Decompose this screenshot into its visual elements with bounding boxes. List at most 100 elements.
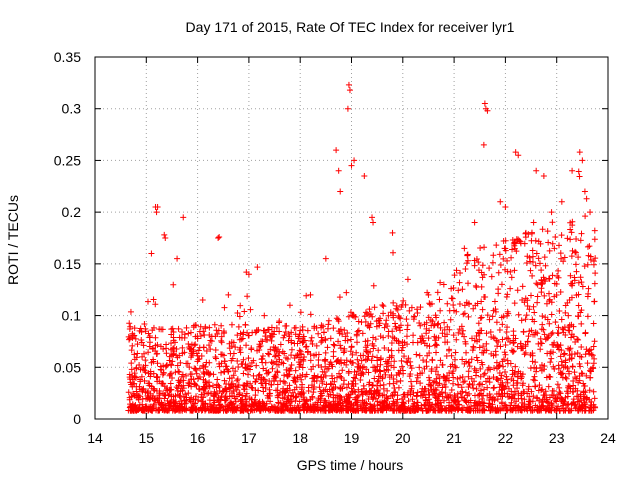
data-point <box>362 405 369 412</box>
data-point <box>580 380 587 387</box>
data-point <box>307 311 314 318</box>
data-point <box>525 401 532 408</box>
data-point <box>540 326 547 333</box>
data-point <box>343 361 350 368</box>
data-point <box>315 351 322 358</box>
data-point <box>508 254 515 261</box>
data-point <box>451 272 458 279</box>
data-point <box>266 351 273 358</box>
data-point <box>421 385 428 392</box>
data-point <box>502 351 509 358</box>
data-point <box>582 404 589 411</box>
data-point <box>179 350 186 357</box>
data-point <box>398 363 405 370</box>
data-point <box>473 354 480 361</box>
data-point <box>478 327 485 334</box>
data-point <box>568 229 575 236</box>
data-point <box>153 405 160 412</box>
data-point <box>277 377 284 384</box>
data-point <box>347 336 354 343</box>
data-point <box>534 330 541 337</box>
data-point <box>575 168 582 175</box>
data-point-peak <box>522 229 529 236</box>
data-point <box>534 281 541 288</box>
data-point <box>486 391 493 398</box>
data-point <box>435 371 442 378</box>
data-point <box>218 403 225 410</box>
data-point <box>475 320 482 327</box>
data-point <box>511 267 518 274</box>
data-point-peak <box>579 157 586 164</box>
data-point <box>573 249 580 256</box>
data-point <box>192 322 199 329</box>
data-point <box>421 340 428 347</box>
data-point <box>169 325 176 332</box>
data-point <box>206 324 213 331</box>
data-point <box>365 395 372 402</box>
data-point <box>147 403 154 410</box>
data-point <box>209 405 216 412</box>
data-point <box>285 337 292 344</box>
data-point <box>586 243 593 250</box>
data-point <box>386 380 393 387</box>
data-point <box>433 349 440 356</box>
data-point <box>309 341 316 348</box>
data-point <box>567 226 574 233</box>
data-point <box>179 371 186 378</box>
data-point <box>344 330 351 337</box>
data-point-peak <box>530 219 537 226</box>
data-point <box>542 262 549 269</box>
data-point <box>555 403 562 410</box>
data-point <box>172 369 179 376</box>
data-point <box>450 374 457 381</box>
data-point-peak <box>361 172 368 179</box>
data-point <box>130 332 137 339</box>
data-point <box>414 399 421 406</box>
data-point <box>330 353 337 360</box>
data-point-peak <box>215 235 222 241</box>
data-point <box>349 380 356 387</box>
data-point <box>473 284 480 291</box>
data-point <box>410 339 417 346</box>
data-point-peak <box>286 302 293 309</box>
data-point <box>374 363 381 370</box>
data-point <box>489 313 496 320</box>
data-point <box>284 396 291 403</box>
data-point <box>317 395 324 402</box>
data-point <box>345 391 352 398</box>
data-point <box>291 374 298 381</box>
data-point <box>362 357 369 364</box>
data-point <box>128 381 135 388</box>
data-point <box>532 262 539 269</box>
data-point <box>362 389 369 396</box>
data-point-peak <box>369 214 376 221</box>
data-point <box>324 325 331 332</box>
data-point <box>258 374 265 381</box>
data-point <box>335 356 342 363</box>
data-point <box>145 394 152 401</box>
data-point <box>380 310 387 317</box>
data-point <box>437 307 444 314</box>
data-point <box>156 390 163 397</box>
data-point <box>583 372 590 379</box>
data-point <box>591 227 598 234</box>
data-point <box>197 333 204 340</box>
data-point <box>532 359 539 366</box>
data-point-peak <box>484 107 491 114</box>
data-point <box>571 277 578 284</box>
data-point <box>139 353 146 360</box>
data-point <box>381 404 388 411</box>
data-point <box>522 343 529 350</box>
data-point <box>288 362 295 369</box>
data-point <box>366 306 373 313</box>
data-point <box>360 371 367 378</box>
data-point <box>178 400 185 407</box>
data-point <box>499 382 506 389</box>
data-point <box>228 321 235 328</box>
data-point <box>347 348 354 355</box>
data-point <box>315 330 322 337</box>
data-point <box>590 388 597 395</box>
data-point <box>529 253 536 260</box>
data-point <box>300 358 307 365</box>
data-point <box>274 368 281 375</box>
